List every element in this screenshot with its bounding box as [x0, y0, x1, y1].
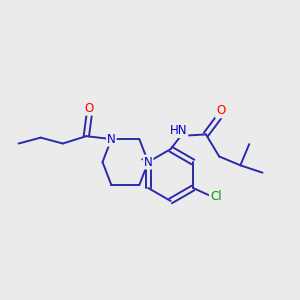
Text: O: O [216, 104, 225, 117]
Text: N: N [144, 156, 152, 169]
Text: Cl: Cl [210, 190, 221, 203]
Text: HN: HN [170, 124, 187, 137]
Text: N: N [107, 133, 116, 146]
Text: O: O [85, 102, 94, 115]
